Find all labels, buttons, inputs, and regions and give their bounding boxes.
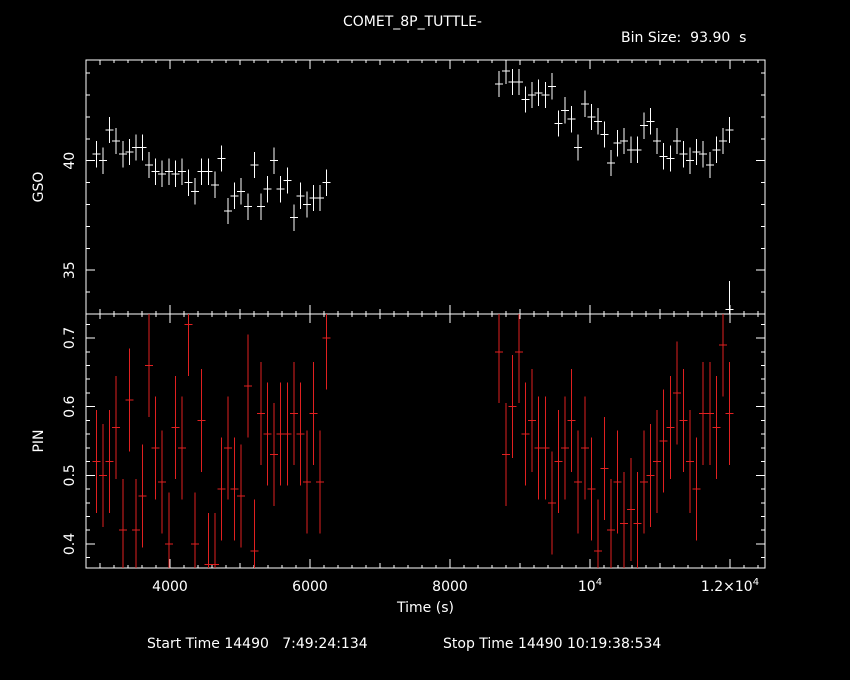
- y-axis-label: PIN: [31, 429, 47, 452]
- x-axis-label: Time (s): [396, 600, 454, 616]
- y-tick-label: 0.6: [62, 395, 78, 417]
- x-tick-label: 1.2×104: [701, 577, 759, 595]
- y-tick-label: 35: [62, 261, 78, 279]
- y-tick-label: 0.4: [62, 533, 78, 555]
- y-tick-label: 40: [62, 152, 78, 170]
- y-tick-label: 0.5: [62, 464, 78, 486]
- x-tick-label: 6000: [292, 579, 328, 595]
- y-tick-label: 0.7: [62, 327, 78, 349]
- start-time-label: Start Time 14490 7:49:24:134: [147, 636, 368, 652]
- x-tick-label: 8000: [432, 579, 468, 595]
- x-tick-label: 4000: [152, 579, 188, 595]
- bin-size-label: Bin Size: 93.90 s: [621, 30, 747, 46]
- plot-frame: [85, 59, 766, 315]
- stop-time-label: Stop Time 14490 10:19:38:534: [443, 636, 662, 652]
- x-tick-label: 104: [578, 577, 602, 595]
- plot-title: COMET_8P_TUTTLE-: [343, 14, 482, 30]
- plot-frame: [85, 313, 766, 569]
- y-axis-label: GSO: [31, 172, 47, 203]
